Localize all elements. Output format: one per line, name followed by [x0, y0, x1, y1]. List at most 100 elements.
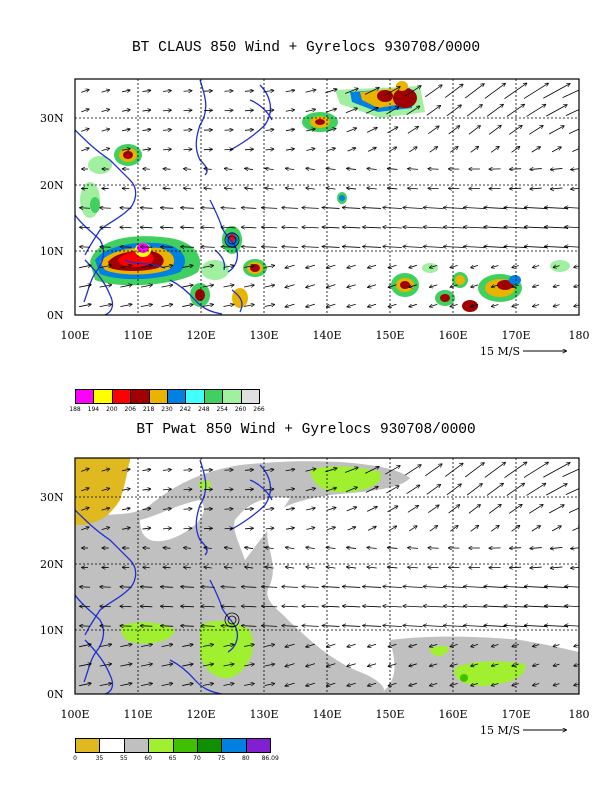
top-wind-vector	[122, 129, 130, 131]
bottom-wind-vector	[408, 567, 419, 568]
top-wind-vector	[347, 303, 356, 307]
bottom-wind-vector	[383, 626, 402, 627]
bottom-wind-vector	[201, 626, 215, 627]
top-wind-vector	[368, 264, 377, 268]
bottom-wind-vector	[101, 469, 110, 471]
bottom-wind-vector	[183, 509, 192, 510]
top-wind-vector	[572, 147, 579, 152]
top-wind-vector	[244, 91, 253, 92]
top-gridlines	[75, 79, 579, 315]
bottom-wind-vector	[161, 606, 174, 607]
bottom-wind-vector	[302, 626, 319, 627]
top-wind-vector	[450, 147, 457, 153]
top-wind-vector	[533, 305, 540, 307]
top-wind-vector	[488, 126, 501, 135]
top-wind-vector	[183, 110, 192, 111]
bottom-wind-vector	[306, 508, 315, 510]
bottom-wind-vector	[244, 684, 254, 686]
top-wind-vector	[531, 147, 540, 153]
bottom-wind-vector	[347, 547, 357, 548]
bottom-wind-vector	[81, 469, 89, 472]
top-wind-vector	[101, 109, 110, 111]
bottom-wind-vector	[204, 567, 212, 568]
bottom-wind-vector	[245, 567, 254, 568]
bottom-colorbar-label: 55	[119, 755, 128, 762]
top-colorbar-label: 188	[69, 406, 81, 413]
top-wind-vector	[242, 247, 257, 248]
top-wind-vector	[504, 227, 527, 228]
bottom-wind-vector	[120, 644, 131, 648]
top-wind-vector	[181, 208, 194, 209]
bottom-wind-vector	[363, 606, 382, 607]
bottom-wind-vector	[286, 547, 295, 548]
top-wind-vector	[364, 88, 379, 95]
top-wind-vector	[202, 265, 213, 267]
top-wind-vector	[79, 265, 91, 269]
bottom-wind-vector	[510, 567, 522, 568]
bottom-wind-vector	[551, 526, 561, 532]
top-wind-vector	[264, 305, 275, 307]
bottom-wind-vector	[444, 625, 465, 626]
bottom-wind-vector	[161, 587, 174, 588]
top-colorbar-swatch	[75, 389, 95, 404]
top-wind-vector	[141, 208, 153, 209]
top-wind-vector	[305, 90, 315, 93]
bottom-wind-vector	[99, 683, 112, 687]
top-wind-vector	[448, 126, 460, 135]
bottom-wind-vector	[140, 644, 152, 648]
bottom-map-title: BT Pwat 850 Wind + Gyrelocs 930708/0000	[136, 422, 476, 438]
bottom-wind-vector	[365, 487, 378, 493]
top-wind-vector	[571, 168, 579, 169]
top-wind-vector	[345, 88, 358, 94]
top-wind-vector	[545, 207, 569, 208]
top-wind-vector	[161, 208, 174, 209]
top-wind-vector	[464, 227, 486, 228]
top-wind-vector	[101, 90, 110, 92]
bottom-wind-vector	[327, 682, 336, 686]
bottom-wind-vector	[264, 684, 275, 686]
bottom-colorbar-label: 65	[168, 755, 177, 762]
bottom-colorbar: 0 35 55 60 65 70 75 80 86.09	[73, 738, 279, 768]
top-wind-vector	[347, 284, 356, 288]
bottom-wind-vector	[388, 567, 398, 568]
top-wind-vector	[464, 246, 486, 247]
bottom-wind-vector	[265, 547, 274, 548]
bottom-wind-vector	[162, 489, 171, 490]
top-wind-vector	[464, 84, 484, 99]
bottom-wind-vector	[368, 663, 377, 667]
top-wind-vector	[122, 90, 130, 92]
top-wind-vector	[347, 188, 357, 189]
top-wind-vector	[368, 284, 377, 288]
top-wind-vector	[120, 285, 131, 288]
bottom-wind-vector	[363, 626, 382, 627]
bottom-wind-vector	[388, 548, 398, 549]
svg-text:120E: 120E	[186, 329, 215, 342]
bottom-wind-vector	[405, 465, 421, 476]
bottom-wind-vector	[366, 507, 377, 512]
top-wind-vector	[512, 305, 519, 307]
top-wind-vector	[244, 110, 253, 111]
bottom-colorbar-label: 35	[95, 755, 104, 762]
top-wind-vector	[504, 207, 527, 208]
top-wind-vector	[403, 247, 423, 248]
bottom-colorbar-swatch	[221, 738, 247, 753]
bottom-wind-vector	[512, 684, 519, 686]
bottom-colorbar-swatch	[148, 738, 174, 753]
svg-text:20N: 20N	[40, 558, 64, 571]
top-wind-vector	[450, 304, 458, 306]
bottom-wind-vector	[533, 664, 540, 666]
top-wind-vector	[405, 86, 421, 97]
top-wind-vector	[285, 90, 295, 91]
bottom-wind-vector	[444, 586, 465, 587]
top-wind-vector	[554, 305, 560, 307]
bottom-wind-vector	[403, 626, 423, 627]
top-wind-vector	[302, 247, 319, 248]
bottom-wind-vector	[429, 526, 437, 532]
top-colorbar-swatch	[167, 389, 187, 404]
bottom-wind-vector	[409, 644, 417, 646]
top-wind-vector	[525, 207, 548, 208]
top-wind-vector	[327, 188, 336, 189]
bottom-wind-vector	[533, 645, 540, 647]
top-wind-vector	[571, 188, 579, 189]
bottom-wind-vector	[409, 526, 417, 532]
